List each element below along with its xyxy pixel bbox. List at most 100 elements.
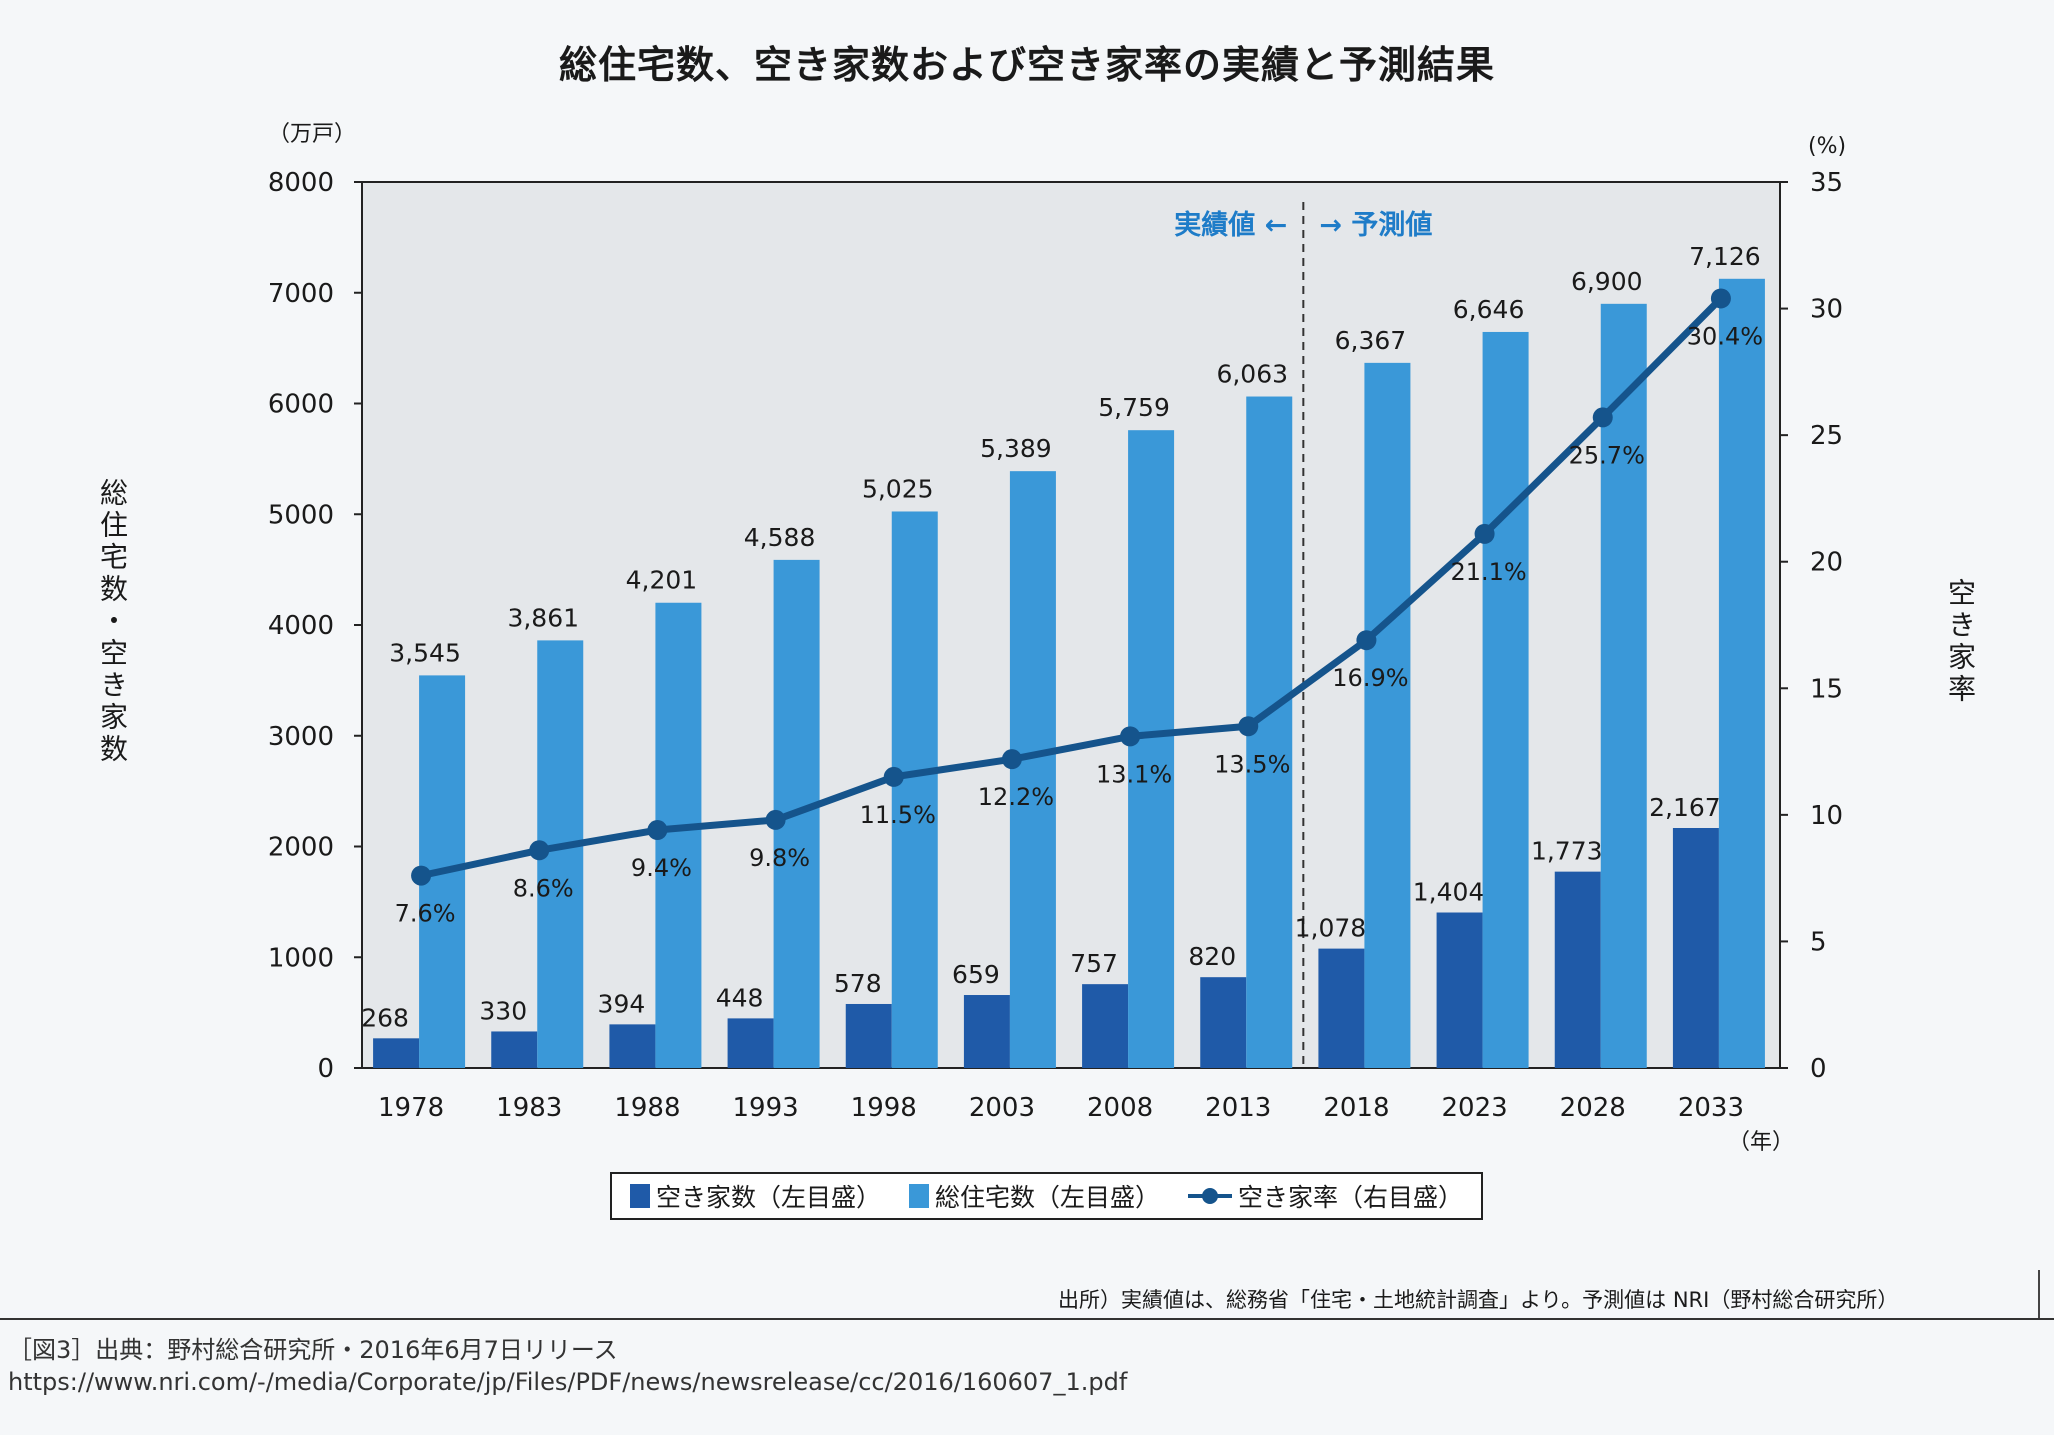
total-houses-label: 3,861: [507, 603, 579, 632]
legend-swatch-rate-line: [1188, 1186, 1233, 1206]
legend-label-rate: 空き家率（右目盛）: [1238, 1183, 1464, 1212]
vacant-houses-label: 330: [479, 996, 527, 1025]
total-houses-label: 5,389: [980, 434, 1052, 463]
total-houses-bar: [1128, 430, 1175, 1068]
vacancy-rate-point: [1238, 716, 1259, 737]
total-houses-bar: [1009, 471, 1056, 1069]
left-axis-tick-label: 5000: [268, 500, 334, 530]
vacancy-rate-label: 9.4%: [631, 854, 692, 882]
forecast-values-annotation: → 予測値: [1319, 210, 1432, 241]
x-axis-tick-label: 2008: [1087, 1093, 1153, 1123]
x-axis-unit: （年）: [1728, 1130, 1795, 1155]
vacant-houses-bar: [845, 1003, 892, 1068]
vacancy-rate-point: [1356, 630, 1377, 651]
actual-values-annotation: 実績値 ←: [1174, 209, 1287, 241]
legend-label-total: 総住宅数（左目盛）: [935, 1183, 1161, 1212]
total-houses-label: 3,545: [389, 638, 461, 667]
vacancy-rate-label: 11.5%: [860, 801, 936, 829]
vacancy-rate-line: [420, 295, 1724, 880]
vacant-houses-label: 1,404: [1413, 878, 1485, 907]
x-axis-tick-label: 2033: [1678, 1093, 1744, 1123]
vacant-houses-label: 2,167: [1649, 793, 1721, 822]
legend: 空き家数（左目盛） 総住宅数（左目盛） 空き家率（右目盛）: [610, 1172, 1484, 1220]
vacant-houses-bar: [373, 1038, 420, 1068]
vacancy-rate-point: [411, 865, 432, 886]
vacancy-rate-label: 9.8%: [749, 844, 810, 872]
vacancy-rate-point: [1710, 288, 1731, 309]
total-houses-label: 6,646: [1453, 295, 1525, 324]
left-axis-tick-label: 8000: [268, 168, 334, 198]
x-axis-tick-label: 1988: [614, 1093, 680, 1123]
total-houses-label: 7,126: [1689, 242, 1761, 271]
vacancy-rate-point: [765, 809, 786, 830]
vacancy-rate-point: [1474, 523, 1495, 544]
left-axis-tick-label: 4000: [268, 611, 334, 641]
right-axis-tick-label: 25: [1810, 421, 1843, 451]
x-axis-tick-label: 2013: [1205, 1093, 1271, 1123]
vacant-houses-bar: [1554, 871, 1601, 1068]
vacancy-rate-label: 21.1%: [1450, 558, 1526, 586]
total-houses-label: 5,759: [1098, 393, 1170, 422]
total-houses-label: 6,063: [1216, 360, 1288, 389]
left-axis-label: 総住宅数・空き家数: [96, 478, 129, 766]
vacancy-rate-label: 30.4%: [1687, 322, 1763, 350]
left-axis-tick-label: 1000: [268, 943, 334, 973]
total-houses-label: 4,588: [744, 523, 816, 552]
right-axis-tick-label: 5: [1810, 927, 1827, 957]
x-axis-tick-label: 2023: [1441, 1093, 1507, 1123]
vacant-houses-bar: [1672, 828, 1719, 1068]
vacant-houses-bar: [1082, 984, 1129, 1068]
left-axis-tick-label: 2000: [268, 833, 334, 863]
vacant-houses-label: 1,078: [1295, 914, 1367, 943]
frame-divider: [0, 1318, 2054, 1320]
vacancy-rate-label: 13.1%: [1096, 760, 1172, 788]
vacant-houses-label: 394: [598, 989, 646, 1018]
source-note: 出所）実績値は、総務省「住宅・土地統計調査」より。予測値は NRI（野村総合研究…: [1058, 1288, 1899, 1312]
right-axis-label: 空き家率: [1944, 578, 1977, 706]
vacancy-rate-point: [647, 820, 668, 841]
vacant-houses-label: 659: [952, 960, 1000, 989]
legend-swatch-vacant: [630, 1184, 650, 1208]
vacancy-rate-label: 12.2%: [978, 783, 1054, 811]
vacant-houses-bar: [1436, 912, 1483, 1068]
left-axis-tick-label: 6000: [268, 390, 334, 420]
right-axis-unit: (%): [1808, 134, 1847, 159]
x-axis-tick-label: 1983: [496, 1093, 562, 1123]
legend-swatch-total: [909, 1184, 930, 1208]
x-axis-tick-label: 1993: [732, 1093, 798, 1123]
left-axis-tick-label: 7000: [268, 279, 334, 309]
total-houses-label: 6,900: [1571, 267, 1643, 296]
x-axis-tick-label: 2003: [969, 1093, 1035, 1123]
vacancy-rate-label: 7.6%: [395, 900, 456, 928]
vacant-houses-bar: [1318, 948, 1365, 1068]
vacant-houses-label: 578: [834, 969, 882, 998]
total-houses-bar: [1364, 362, 1411, 1068]
right-axis-tick-label: 0: [1810, 1054, 1827, 1084]
right-axis-tick-label: 35: [1810, 168, 1843, 198]
frame-divider: [2038, 1270, 2040, 1318]
total-houses-label: 5,025: [862, 474, 934, 503]
plot-area: [361, 181, 1781, 1069]
vacancy-rate-label: 8.6%: [513, 874, 574, 902]
total-houses-bar: [1600, 303, 1647, 1068]
vacancy-rate-label: 13.5%: [1214, 750, 1290, 778]
vacancy-rate-label: 25.7%: [1569, 441, 1645, 469]
left-axis-unit: （万戸）: [268, 122, 357, 147]
legend-item-vacant: 空き家数（左目盛）: [630, 1178, 881, 1214]
vacancy-rate-label: 16.9%: [1332, 664, 1408, 692]
vacant-houses-bar: [609, 1024, 656, 1068]
x-axis-tick-label: 1998: [851, 1093, 917, 1123]
vacant-houses-bar: [963, 995, 1010, 1068]
total-houses-label: 4,201: [626, 566, 698, 595]
vacancy-rate-point: [883, 766, 904, 787]
vacancy-rate-point: [1120, 726, 1141, 747]
right-axis-tick-label: 30: [1810, 295, 1843, 325]
total-houses-bar: [891, 511, 938, 1068]
right-axis-tick-label: 15: [1810, 674, 1843, 704]
vacant-houses-label: 1,773: [1531, 837, 1603, 866]
total-houses-bar: [1718, 278, 1765, 1068]
legend-item-total: 総住宅数（左目盛）: [909, 1178, 1160, 1214]
vacant-houses-label: 268: [361, 1003, 409, 1032]
total-houses-bar: [1482, 331, 1529, 1068]
